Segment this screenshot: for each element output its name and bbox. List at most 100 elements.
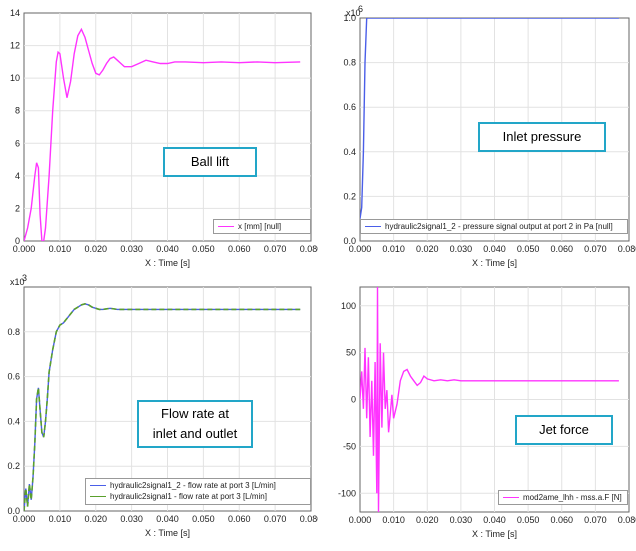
x-tick-label: 0.080 <box>300 244 318 254</box>
x-tick-label: 0.010 <box>49 514 72 524</box>
y-tick-label: 10 <box>10 73 20 83</box>
x-tick-label: 0.050 <box>192 514 215 524</box>
x-tick-label: 0.070 <box>584 244 607 254</box>
x-tick-label: 0.070 <box>264 514 287 524</box>
x-tick-label: 0.030 <box>450 515 473 525</box>
legend-label: hydraulic2signal1_2 - flow rate at port … <box>110 481 276 490</box>
chart-panel-jet-force: 0.000 0.010 0.020 0.030 0.040 0.050 0.060 0.070… <box>318 273 636 546</box>
x-axis-label: X : Time [s] <box>472 529 517 539</box>
y-multiplier-exponent: 6 <box>358 4 363 14</box>
legend-ball-lift: x [mm] [null] <box>213 219 311 234</box>
x-tick-label: 0.050 <box>517 244 540 254</box>
legend-inlet-pressure: hydraulic2signal1_2 - pressure signal ou… <box>360 219 628 234</box>
x-tick-label: 0.030 <box>450 244 473 254</box>
x-axis-label: X : Time [s] <box>145 258 190 268</box>
y-tick-label: 12 <box>10 41 20 51</box>
series-line <box>360 287 619 512</box>
x-tick-label: 0.000 <box>349 515 372 525</box>
y-tick-label: 0.6 <box>343 102 356 112</box>
x-tick-label: 0.020 <box>84 514 107 524</box>
y-multiplier-exponent: 3 <box>22 273 27 283</box>
x-tick-label: 0.030 <box>120 244 143 254</box>
legend-label: hydraulic2signal1 - flow rate at port 3 … <box>110 492 267 501</box>
y-tick-label: 50 <box>346 348 356 358</box>
x-tick-label: 0.080 <box>618 515 636 525</box>
y-tick-label: -100 <box>338 488 356 498</box>
y-tick-label: 2 <box>15 203 20 213</box>
x-tick-label: 0.060 <box>228 514 251 524</box>
y-tick-label: -50 <box>343 441 356 451</box>
callout-jet-force: Jet force <box>515 415 613 445</box>
legend-item: mod2ame_lhh - mss.a.F [N] <box>503 492 623 503</box>
legend-flow-rate: hydraulic2signal1_2 - flow rate at port … <box>85 478 311 505</box>
callout-ball-lift: Ball lift <box>163 147 257 177</box>
legend-item: x [mm] [null] <box>218 221 306 232</box>
legend-swatch <box>503 497 519 498</box>
callout-inlet-pressure: Inlet pressure <box>478 122 606 152</box>
x-tick-label: 0.000 <box>349 244 372 254</box>
x-tick-label: 0.020 <box>84 244 107 254</box>
y-tick-label: 0 <box>15 236 20 246</box>
y-tick-label: 0.8 <box>7 327 20 337</box>
x-tick-label: 0.030 <box>120 514 143 524</box>
y-tick-label: 0.2 <box>343 191 356 201</box>
chart-panel-ball-lift: 0.000 0.010 0.020 0.030 0.040 0.050 0.060 0.070… <box>0 0 322 273</box>
x-tick-label: 0.010 <box>49 244 72 254</box>
legend-swatch <box>365 226 381 227</box>
y-tick-label: 0.0 <box>343 236 356 246</box>
legend-label: hydraulic2signal1_2 - pressure signal ou… <box>385 222 613 231</box>
x-tick-label: 0.050 <box>517 515 540 525</box>
y-multiplier-label: x10 <box>10 277 25 287</box>
x-tick-label: 0.000 <box>13 244 36 254</box>
y-tick-label: 0.8 <box>343 58 356 68</box>
y-tick-label: 8 <box>15 106 20 116</box>
legend-swatch <box>90 485 106 486</box>
x-tick-label: 0.050 <box>192 244 215 254</box>
legend-label: x [mm] [null] <box>238 222 282 231</box>
y-tick-label: 0 <box>351 395 356 405</box>
y-tick-label: 0.2 <box>7 461 20 471</box>
y-tick-label: 100 <box>341 301 356 311</box>
x-tick-label: 0.080 <box>300 514 318 524</box>
y-tick-label: 0.6 <box>7 372 20 382</box>
y-tick-label: 14 <box>10 8 20 18</box>
x-tick-label: 0.010 <box>382 515 405 525</box>
x-axis-label: X : Time [s] <box>472 258 517 268</box>
y-tick-label: 0.4 <box>7 416 20 426</box>
chart-panel-flow-rate: 0.000 0.010 0.020 0.030 0.040 0.050 0.060 0.070… <box>0 273 322 546</box>
x-tick-label: 0.040 <box>483 244 506 254</box>
x-tick-label: 0.060 <box>228 244 251 254</box>
x-tick-label: 0.060 <box>550 244 573 254</box>
y-tick-label: 6 <box>15 138 20 148</box>
legend-swatch <box>90 496 106 497</box>
y-tick-label: 1.0 <box>343 13 356 23</box>
y-tick-label: 4 <box>15 171 20 181</box>
legend-item: hydraulic2signal1 - flow rate at port 3 … <box>90 491 306 502</box>
series-line <box>24 27 301 241</box>
x-tick-label: 0.040 <box>156 514 179 524</box>
series-line <box>24 302 301 511</box>
y-tick-label: 0.4 <box>343 147 356 157</box>
legend-label: mod2ame_lhh - mss.a.F [N] <box>523 493 622 502</box>
x-tick-label: 0.060 <box>550 515 573 525</box>
x-tick-label: 0.010 <box>382 244 405 254</box>
x-axis-label: X : Time [s] <box>145 528 190 538</box>
y-tick-label: 0.0 <box>7 506 20 516</box>
legend-jet-force: mod2ame_lhh - mss.a.F [N] <box>498 490 628 505</box>
series-line <box>360 18 619 219</box>
x-tick-label: 0.070 <box>584 515 607 525</box>
legend-item: hydraulic2signal1_2 - pressure signal ou… <box>365 221 623 232</box>
x-tick-label: 0.020 <box>416 244 439 254</box>
legend-item: hydraulic2signal1_2 - flow rate at port … <box>90 480 306 491</box>
y-multiplier-label: x10 <box>346 8 361 18</box>
x-tick-label: 0.040 <box>156 244 179 254</box>
callout-flow-rate: Flow rate at inlet and outlet <box>137 400 253 448</box>
x-tick-label: 0.080 <box>618 244 636 254</box>
x-tick-label: 0.040 <box>483 515 506 525</box>
chart-panel-inlet-pressure: 0.000 0.010 0.020 0.030 0.040 0.050 0.060 0.070… <box>318 0 636 273</box>
chart-ball-lift-svg: 0.000 0.010 0.020 0.030 0.040 0.050 0.060 0.070… <box>10 8 322 268</box>
x-tick-label: 0.070 <box>264 244 287 254</box>
legend-swatch <box>218 226 234 227</box>
chart-jet-force-svg: 0.000 0.010 0.020 0.030 0.040 0.050 0.060 0.070… <box>338 286 636 539</box>
x-tick-label: 0.020 <box>416 515 439 525</box>
